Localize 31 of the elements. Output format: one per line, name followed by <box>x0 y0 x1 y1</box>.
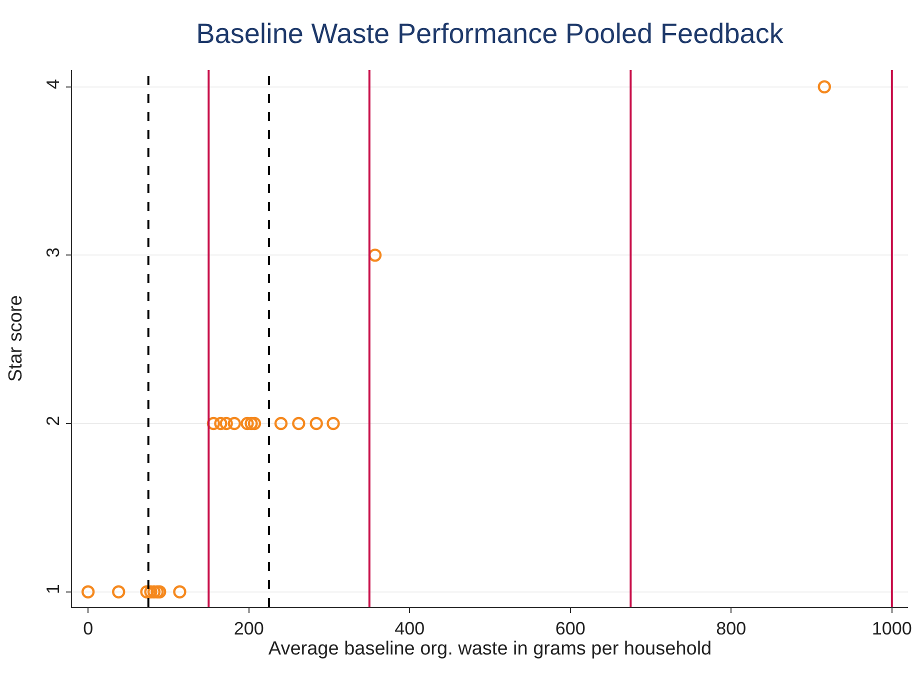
y-tick-label: 3 <box>42 247 63 258</box>
x-tick-label: 0 <box>83 618 94 639</box>
point <box>206 416 220 430</box>
x-tick-label: 600 <box>555 618 586 639</box>
point <box>220 416 233 430</box>
x-tick-label: 400 <box>394 618 425 639</box>
point <box>326 416 340 430</box>
point <box>112 585 126 598</box>
point <box>173 585 186 598</box>
point <box>240 416 254 430</box>
chart-title: Baseline Waste Performance Pooled Feedback <box>196 18 784 50</box>
point <box>214 416 228 430</box>
x-tick-label: 200 <box>234 618 264 639</box>
x-tick-label: 1000 <box>872 618 912 639</box>
point <box>248 416 262 430</box>
point <box>244 416 258 430</box>
y-tick-label: 1 <box>42 584 63 594</box>
point <box>274 416 288 430</box>
point <box>310 416 323 430</box>
point <box>228 416 241 430</box>
point <box>140 585 154 598</box>
point <box>292 416 306 430</box>
point <box>818 80 831 94</box>
point <box>153 585 166 598</box>
x-tick-label: 800 <box>716 618 746 639</box>
y-tick-label: 4 <box>42 79 63 90</box>
x-axis-title: Average baseline org. waste in grams per household <box>268 638 712 660</box>
point <box>368 248 382 262</box>
y-tick-label: 2 <box>42 416 63 426</box>
y-axis-title: Star score <box>6 295 27 382</box>
point <box>81 585 95 598</box>
